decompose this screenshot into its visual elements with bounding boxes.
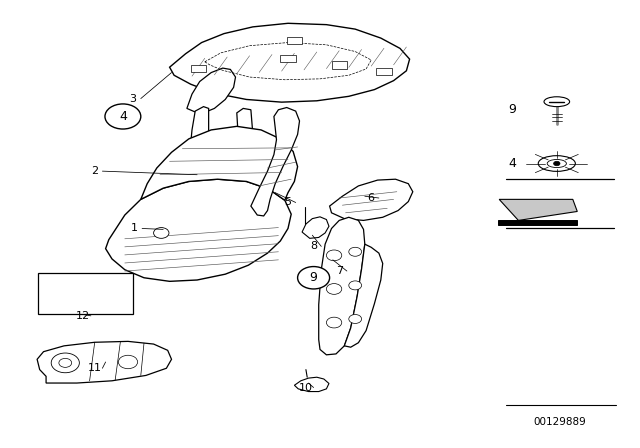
Text: 7: 7: [335, 266, 343, 276]
Text: 9: 9: [508, 103, 516, 116]
Polygon shape: [330, 179, 413, 220]
Bar: [287, 37, 302, 44]
Text: 4: 4: [508, 157, 516, 170]
Polygon shape: [37, 341, 172, 383]
Polygon shape: [187, 107, 209, 195]
Polygon shape: [294, 377, 329, 392]
Polygon shape: [141, 126, 298, 200]
Text: 3: 3: [130, 94, 136, 103]
Text: 10: 10: [299, 383, 313, 392]
Polygon shape: [230, 108, 253, 202]
Text: 12: 12: [76, 311, 90, 321]
Circle shape: [326, 317, 342, 328]
Circle shape: [326, 250, 342, 261]
Circle shape: [554, 161, 560, 166]
Text: 00129889: 00129889: [534, 417, 586, 427]
Circle shape: [118, 355, 138, 369]
Text: 5: 5: [285, 198, 291, 207]
Polygon shape: [499, 199, 577, 220]
Polygon shape: [197, 188, 243, 211]
Polygon shape: [170, 23, 410, 102]
Bar: [376, 68, 392, 75]
Text: 9: 9: [310, 271, 317, 284]
Text: 11: 11: [88, 363, 102, 373]
Polygon shape: [498, 220, 577, 225]
Polygon shape: [106, 179, 291, 281]
Circle shape: [51, 353, 79, 373]
Circle shape: [349, 314, 362, 323]
Polygon shape: [187, 68, 236, 113]
Bar: [332, 61, 347, 69]
Polygon shape: [251, 108, 300, 216]
Circle shape: [349, 247, 362, 256]
Circle shape: [105, 104, 141, 129]
Bar: [38, 273, 133, 314]
Text: 2: 2: [91, 166, 99, 176]
Bar: [280, 55, 296, 62]
Text: 1: 1: [131, 224, 138, 233]
Polygon shape: [319, 217, 365, 355]
Ellipse shape: [538, 156, 575, 171]
Circle shape: [298, 267, 330, 289]
Bar: [191, 65, 206, 72]
Polygon shape: [344, 244, 383, 347]
Ellipse shape: [544, 97, 570, 107]
Text: 8: 8: [310, 241, 317, 251]
Circle shape: [154, 228, 169, 238]
Circle shape: [349, 281, 362, 290]
Text: 4: 4: [119, 110, 127, 123]
Polygon shape: [302, 217, 329, 238]
Text: 6: 6: [368, 193, 374, 203]
Circle shape: [326, 284, 342, 294]
